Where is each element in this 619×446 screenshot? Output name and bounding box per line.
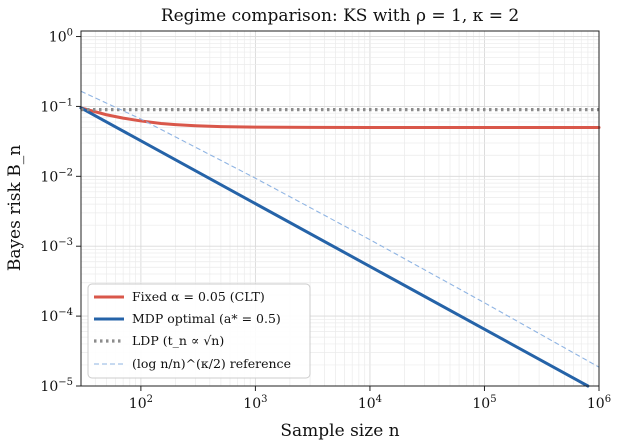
x-tick-label: 106 <box>587 394 611 412</box>
x-tick-label: 104 <box>358 394 382 412</box>
series-line-mdp <box>79 106 590 388</box>
y-axis-label: Bayes risk B_n <box>5 145 25 271</box>
grid <box>80 31 600 387</box>
legend-box <box>87 283 311 379</box>
y-tick-label: 10−3 <box>40 237 73 255</box>
x-tick-label: 103 <box>243 394 267 412</box>
plot-area <box>80 30 600 387</box>
y-axis-ticks: 100 10−1 10−2 10−3 10−4 10−5 <box>40 28 81 395</box>
y-tick-label: 10−5 <box>40 377 73 395</box>
legend-label-clt: Fixed α = 0.05 (CLT) <box>132 289 265 304</box>
x-axis-ticks: 102 103 104 105 106 <box>129 386 611 412</box>
y-tick-label: 10−4 <box>40 307 73 325</box>
x-axis-label: Sample size n <box>280 421 399 441</box>
y-tick-label: 10−1 <box>40 97 73 115</box>
y-tick-label: 10−2 <box>40 167 73 185</box>
y-tick-label: 100 <box>49 28 73 46</box>
chart-title: Regime comparison: KS with ρ = 1, κ = 2 <box>161 6 519 26</box>
series-layer <box>79 90 601 388</box>
series-line-clt <box>79 106 601 129</box>
x-tick-label: 105 <box>472 394 496 412</box>
x-tick-label: 102 <box>129 394 153 412</box>
legend-label-reference: (log n/n)^(κ/2) reference <box>132 356 291 371</box>
legend-label-mdp: MDP optimal (a* = 0.5) <box>132 311 281 326</box>
legend: Fixed α = 0.05 (CLT) MDP optimal (a* = 0… <box>87 283 311 379</box>
legend-label-ldp: LDP (t_n ∝ √n) <box>132 333 224 348</box>
series-line-reference <box>80 90 600 368</box>
